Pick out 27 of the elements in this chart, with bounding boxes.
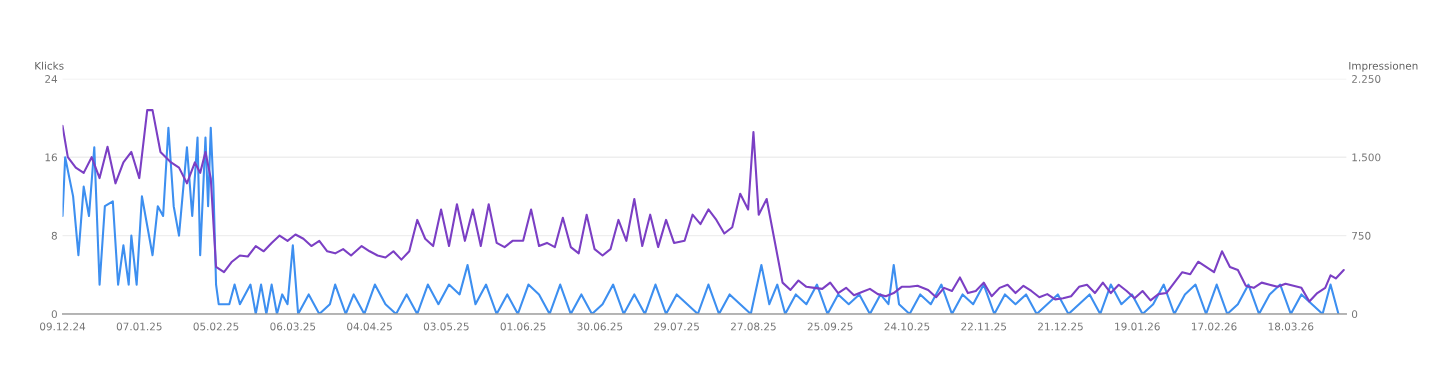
x-tick-label: 19.01.26 bbox=[1115, 322, 1160, 331]
x-tick-label: 30.06.25 bbox=[577, 322, 623, 331]
y2-tick-label: 0 bbox=[1351, 310, 1358, 319]
y2-axis-title: Impressionen bbox=[1349, 61, 1418, 72]
x-tick-label: 04.04.25 bbox=[347, 322, 392, 331]
y-axis-title: Klicks bbox=[35, 61, 64, 70]
x-tick-label: 05.02.25 bbox=[193, 322, 239, 331]
x-tick-label: 03.05.25 bbox=[423, 322, 469, 331]
x-tick-label: 21.12.25 bbox=[1038, 322, 1083, 331]
x-tick-label: 29.07.25 bbox=[654, 322, 699, 331]
x-tick-label: 22.11.25 bbox=[961, 322, 1007, 331]
y2-tick-label: 2.250 bbox=[1352, 75, 1381, 83]
y2-tick-label: 750 bbox=[1352, 231, 1371, 240]
y2-tick-label: 1.500 bbox=[1352, 153, 1381, 162]
x-tick-label: 07.01.25 bbox=[116, 322, 162, 331]
x-tick-label: 25.09.25 bbox=[807, 322, 853, 331]
x-tick-label: 18.03.26 bbox=[1268, 322, 1314, 331]
y-tick-label: 24 bbox=[45, 75, 58, 83]
x-tick-label: 27.08.25 bbox=[731, 322, 776, 331]
x-tick-label: 06.03.25 bbox=[270, 322, 316, 331]
x-tick-label: 09.12.24 bbox=[40, 322, 86, 331]
y-tick-label: 8 bbox=[51, 231, 57, 240]
x-tick-label: 01.06.25 bbox=[500, 322, 546, 331]
y-tick-label: 0 bbox=[51, 310, 57, 319]
y-tick-label: 16 bbox=[45, 153, 57, 162]
x-tick-label: 17.02.26 bbox=[1192, 322, 1237, 331]
x-tick-label: 24.10.25 bbox=[884, 322, 930, 331]
